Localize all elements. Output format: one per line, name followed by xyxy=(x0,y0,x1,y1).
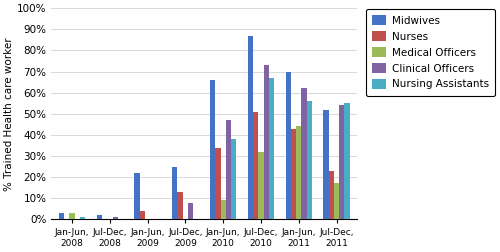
Bar xyxy=(269,78,274,219)
Bar xyxy=(210,80,216,219)
Bar xyxy=(70,213,74,219)
Bar xyxy=(178,192,183,219)
Bar xyxy=(339,105,344,219)
Bar xyxy=(134,173,140,219)
Bar xyxy=(59,213,64,219)
Bar xyxy=(258,152,264,219)
Bar xyxy=(291,129,296,219)
Bar xyxy=(226,120,231,219)
Bar xyxy=(80,217,86,219)
Bar xyxy=(286,72,291,219)
Y-axis label: % Trained Health care worker: % Trained Health care worker xyxy=(4,37,14,191)
Bar xyxy=(344,103,350,219)
Bar xyxy=(231,139,236,219)
Bar xyxy=(112,217,118,219)
Bar xyxy=(253,112,258,219)
Bar xyxy=(296,127,302,219)
Bar xyxy=(220,200,226,219)
Bar xyxy=(334,183,339,219)
Bar xyxy=(216,148,220,219)
Bar xyxy=(96,215,102,219)
Bar xyxy=(264,65,269,219)
Bar xyxy=(248,36,253,219)
Bar xyxy=(328,171,334,219)
Bar xyxy=(188,203,194,219)
Bar xyxy=(306,101,312,219)
Bar xyxy=(302,88,306,219)
Bar xyxy=(324,110,328,219)
Bar xyxy=(172,167,178,219)
Legend: Midwives, Nurses, Medical Officers, Clinical Officers, Nursing Assistants: Midwives, Nurses, Medical Officers, Clin… xyxy=(366,9,495,96)
Bar xyxy=(140,211,145,219)
